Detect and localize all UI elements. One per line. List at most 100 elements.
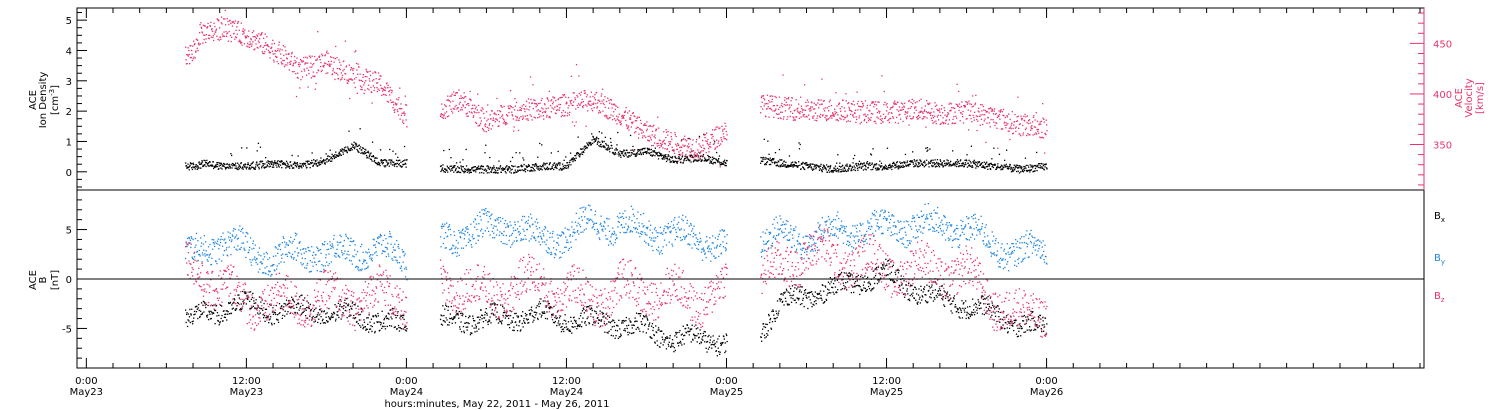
density-point [583, 146, 585, 148]
velocity-point [398, 107, 400, 110]
density-point [289, 167, 291, 169]
velocity-point [947, 123, 949, 125]
velocity-point [552, 96, 554, 98]
velocity-point [682, 144, 684, 146]
velocity-point [513, 126, 515, 128]
velocity-point [631, 121, 633, 124]
velocity-point [777, 117, 779, 119]
bx-point [548, 307, 550, 309]
bx-point [460, 331, 463, 333]
velocity-point [862, 105, 865, 107]
bx-point [656, 344, 659, 346]
velocity-point [950, 109, 952, 111]
velocity-point [324, 54, 326, 56]
velocity-point [970, 110, 972, 112]
density-point [881, 165, 883, 167]
density-point [478, 167, 480, 170]
velocity-point [359, 85, 362, 87]
density-point [766, 161, 769, 163]
velocity-point [1002, 108, 1005, 111]
velocity-point [880, 122, 882, 124]
density-point [274, 160, 276, 162]
density-point [714, 141, 716, 143]
bx-point [255, 302, 257, 304]
velocity-point [771, 101, 773, 103]
bx-point [652, 329, 654, 332]
bx-point [653, 334, 655, 337]
density-point [872, 168, 874, 171]
velocity-point [251, 45, 253, 47]
density-point [856, 167, 859, 169]
velocity-point [350, 78, 352, 80]
velocity-point [836, 111, 838, 114]
bx-point [202, 304, 204, 306]
density-point [627, 156, 630, 158]
density-point [340, 150, 342, 152]
velocity-point [657, 142, 659, 144]
velocity-point [315, 59, 317, 61]
density-point [248, 168, 250, 170]
velocity-point [268, 46, 270, 48]
velocity-point [331, 56, 333, 59]
density-point [349, 148, 351, 150]
velocity-point [537, 109, 539, 111]
density-point [954, 165, 956, 167]
density-point [224, 163, 226, 166]
density-point [907, 164, 909, 166]
bx-point [293, 307, 295, 309]
velocity-point [215, 31, 217, 33]
velocity-point [567, 107, 569, 109]
velocity-point [796, 110, 799, 112]
bx-point [577, 324, 579, 326]
velocity-point [841, 106, 843, 108]
velocity-point [922, 112, 924, 114]
density-point [945, 164, 947, 167]
bx-point [607, 321, 610, 323]
velocity-point [773, 116, 775, 118]
density-point [376, 157, 378, 159]
velocity-point [545, 110, 547, 112]
velocity-point [474, 112, 476, 114]
velocity-point [973, 119, 975, 121]
velocity-point [910, 118, 912, 120]
velocity-point [955, 103, 957, 105]
density-point [997, 163, 999, 165]
velocity-point [982, 123, 984, 126]
density-point [702, 155, 704, 157]
bx-point [353, 304, 355, 306]
velocity-point [816, 117, 818, 119]
density-point [684, 157, 687, 159]
bx-point [528, 309, 530, 311]
density-point [575, 157, 577, 159]
velocity-point [570, 75, 572, 77]
bx-point [312, 315, 314, 318]
density-point [697, 160, 699, 162]
density-point [296, 163, 298, 165]
velocity-point [857, 109, 859, 111]
velocity-point [395, 98, 398, 100]
velocity-point [551, 103, 554, 105]
bx-point [577, 325, 579, 327]
bx-point [283, 306, 285, 308]
density-point [1030, 169, 1032, 171]
velocity-point [515, 115, 517, 117]
bx-point [527, 318, 529, 320]
velocity-point [511, 114, 513, 116]
bx-point [224, 316, 226, 319]
density-point [706, 160, 708, 162]
density-point [964, 164, 966, 166]
velocity-point [648, 125, 650, 127]
bx-point [679, 329, 681, 332]
bx-point [685, 332, 688, 334]
bx-point [589, 305, 591, 307]
velocity-point [693, 157, 695, 159]
bx-point [342, 308, 345, 310]
velocity-point [988, 122, 991, 124]
density-point [1021, 170, 1023, 172]
density-point [276, 161, 278, 163]
density-point [1012, 167, 1015, 169]
density-point [981, 166, 983, 168]
velocity-point [766, 94, 769, 96]
density-point [802, 167, 805, 169]
density-point [850, 165, 852, 167]
